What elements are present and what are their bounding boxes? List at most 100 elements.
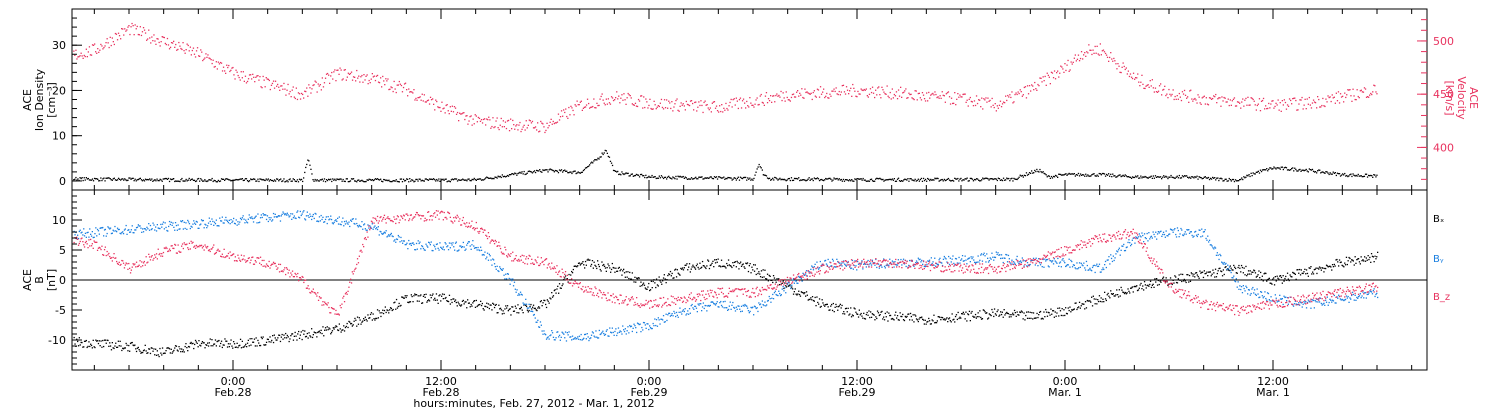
data-point bbox=[1292, 271, 1294, 274]
data-point bbox=[590, 162, 592, 164]
data-point bbox=[1344, 92, 1346, 94]
data-point bbox=[682, 269, 685, 271]
data-point bbox=[649, 289, 651, 292]
data-point bbox=[530, 171, 533, 173]
data-point bbox=[789, 100, 791, 102]
data-point bbox=[705, 104, 707, 106]
data-point bbox=[911, 259, 913, 262]
data-point bbox=[1270, 103, 1272, 105]
data-point bbox=[519, 171, 521, 173]
data-point bbox=[722, 177, 724, 179]
data-point bbox=[233, 74, 235, 76]
data-point bbox=[583, 264, 585, 266]
data-point bbox=[526, 309, 529, 311]
data-point bbox=[947, 177, 950, 180]
data-point bbox=[586, 333, 588, 335]
data-point bbox=[649, 98, 651, 100]
data-point bbox=[268, 79, 270, 82]
data-point bbox=[388, 312, 390, 314]
data-point bbox=[571, 335, 574, 337]
data-point bbox=[633, 104, 635, 106]
data-point bbox=[185, 222, 187, 224]
data-point bbox=[129, 350, 131, 352]
data-point bbox=[1225, 101, 1227, 103]
data-point bbox=[889, 314, 892, 317]
data-point bbox=[810, 297, 812, 299]
data-point bbox=[399, 178, 401, 180]
data-point bbox=[651, 174, 653, 177]
data-point bbox=[318, 216, 321, 218]
data-point bbox=[453, 298, 455, 300]
data-point bbox=[587, 258, 589, 260]
data-point bbox=[426, 179, 429, 181]
data-point bbox=[102, 178, 104, 180]
data-point bbox=[82, 179, 84, 182]
data-point bbox=[998, 178, 1001, 180]
data-point bbox=[1287, 105, 1290, 107]
data-point bbox=[256, 75, 258, 77]
data-point bbox=[216, 340, 218, 343]
data-point bbox=[332, 178, 334, 180]
data-point bbox=[518, 124, 520, 126]
data-point bbox=[345, 325, 347, 328]
data-point bbox=[292, 339, 295, 341]
data-point bbox=[429, 294, 431, 296]
data-point bbox=[152, 40, 154, 42]
data-point bbox=[661, 283, 663, 285]
data-point bbox=[190, 54, 192, 56]
data-point bbox=[577, 265, 579, 267]
data-point bbox=[320, 329, 322, 331]
data-point bbox=[673, 277, 675, 279]
data-point bbox=[1156, 91, 1159, 93]
data-point bbox=[215, 181, 217, 183]
data-point bbox=[905, 88, 907, 90]
data-point bbox=[956, 318, 958, 321]
data-point bbox=[1084, 175, 1086, 177]
data-point bbox=[942, 318, 945, 321]
data-point bbox=[95, 339, 97, 341]
data-point bbox=[967, 105, 969, 107]
data-point bbox=[598, 158, 600, 160]
data-point bbox=[355, 218, 357, 220]
data-point bbox=[272, 341, 275, 344]
data-point bbox=[401, 296, 403, 298]
data-point bbox=[529, 170, 531, 173]
data-point bbox=[1227, 180, 1229, 182]
data-point bbox=[1253, 269, 1255, 271]
data-point bbox=[1015, 178, 1017, 180]
data-point bbox=[505, 127, 508, 130]
data-point bbox=[336, 220, 338, 222]
data-point bbox=[422, 100, 424, 102]
data-point bbox=[735, 306, 737, 308]
data-point bbox=[876, 317, 878, 320]
data-point bbox=[921, 92, 924, 94]
data-point bbox=[904, 90, 906, 92]
data-point bbox=[492, 177, 494, 180]
data-point bbox=[257, 178, 259, 180]
data-point bbox=[1039, 310, 1042, 313]
data-point bbox=[376, 228, 379, 231]
data-point bbox=[486, 118, 488, 120]
data-point bbox=[574, 336, 576, 339]
data-point bbox=[729, 265, 731, 267]
data-point bbox=[1204, 103, 1206, 105]
data-point bbox=[769, 298, 771, 300]
data-point bbox=[837, 179, 839, 181]
data-point bbox=[577, 336, 579, 338]
data-point bbox=[945, 179, 947, 181]
data-point bbox=[649, 289, 652, 291]
data-point bbox=[604, 333, 607, 336]
data-point bbox=[985, 97, 987, 99]
data-point bbox=[634, 174, 637, 177]
data-point bbox=[632, 175, 634, 177]
data-point bbox=[1346, 263, 1348, 266]
data-point bbox=[276, 85, 278, 87]
data-point bbox=[112, 41, 114, 43]
data-point bbox=[850, 87, 852, 89]
data-point bbox=[455, 178, 458, 180]
data-point bbox=[589, 164, 591, 166]
data-point bbox=[261, 216, 263, 219]
data-point bbox=[882, 318, 884, 320]
data-point bbox=[867, 314, 869, 316]
data-point bbox=[340, 224, 342, 226]
